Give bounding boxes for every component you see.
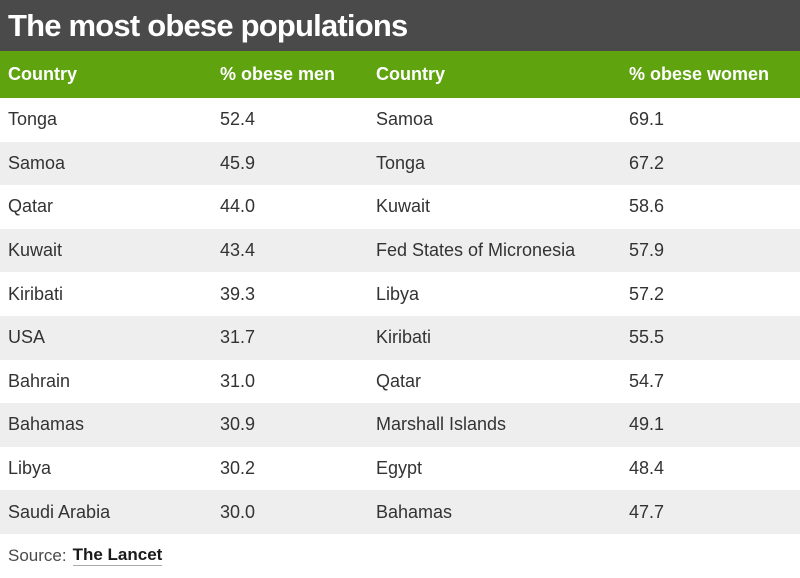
table-row: Bahamas 30.9 Marshall Islands 49.1 (0, 403, 800, 447)
source-line: Source: The Lancet (0, 534, 800, 578)
women-country-cell: Bahamas (376, 501, 453, 522)
chart-title: The most obese populations (0, 0, 800, 51)
men-country-cell: Saudi Arabia (8, 501, 111, 522)
source-link-the-lancet[interactable]: The Lancet (72, 545, 163, 567)
header-country-women: Country (376, 64, 445, 84)
women-value-cell: 57.9 (629, 240, 665, 261)
men-value-cell: 31.0 (220, 370, 256, 391)
women-value-cell: 47.7 (629, 501, 665, 522)
women-value-cell: 69.1 (629, 109, 665, 130)
table-body: Tonga 52.4 Samoa 69.1 Samoa 45.9 Tonga 67.2 Qata… (0, 98, 800, 534)
men-country-cell: Libya (8, 458, 52, 479)
table-row: Saudi Arabia 30.0 Bahamas 47.7 (0, 490, 800, 534)
men-value-cell: 30.0 (220, 501, 256, 522)
women-country-cell: Egypt (376, 458, 423, 479)
women-value-cell: 48.4 (629, 458, 665, 479)
table-row: Tonga 52.4 Samoa 69.1 (0, 98, 800, 142)
women-country-cell: Qatar (376, 370, 422, 391)
women-value-cell: 55.5 (629, 327, 665, 348)
women-country-cell: Fed States of Micronesia (376, 240, 576, 261)
men-value-cell: 44.0 (220, 196, 256, 217)
obesity-table: Country % obese men Country % obese wome… (0, 51, 800, 534)
men-value-cell: 30.2 (220, 458, 256, 479)
men-value-cell: 31.7 (220, 327, 256, 348)
women-value-cell: 57.2 (629, 283, 665, 304)
men-value-cell: 39.3 (220, 283, 256, 304)
women-value-cell: 54.7 (629, 370, 665, 391)
table-row: USA 31.7 Kiribati 55.5 (0, 315, 800, 360)
men-value-cell: 52.4 (220, 109, 256, 130)
table-row: Kuwait 43.4 Fed States of Micronesia 57.9 (0, 228, 800, 273)
table-row: Qatar 44.0 Kuwait 58.6 (0, 185, 800, 229)
women-value-cell: 49.1 (629, 414, 665, 435)
women-country-cell: Samoa (376, 109, 434, 130)
men-country-cell: Bahrain (8, 370, 71, 391)
women-country-cell: Kuwait (376, 196, 431, 217)
header-obese-men: % obese men (220, 64, 336, 84)
table-header-row: Country % obese men Country % obese wome… (0, 51, 800, 98)
men-country-cell: Qatar (8, 196, 54, 217)
men-country-cell: Kiribati (8, 283, 64, 304)
source-label: Source: (8, 545, 67, 565)
men-country-cell: Bahamas (8, 414, 85, 435)
women-country-cell: Libya (376, 283, 420, 304)
women-value-cell: 67.2 (629, 152, 665, 173)
men-value-cell: 43.4 (220, 240, 256, 261)
women-country-cell: Marshall Islands (376, 414, 507, 435)
table-row: Kiribati 39.3 Libya 57.2 (0, 272, 800, 316)
women-country-cell: Tonga (376, 152, 426, 173)
men-country-cell: Samoa (8, 152, 66, 173)
men-value-cell: 30.9 (220, 414, 256, 435)
table-row: Samoa 45.9 Tonga 67.2 (0, 141, 800, 186)
men-country-cell: USA (8, 327, 46, 348)
women-country-cell: Kiribati (376, 327, 432, 348)
header-country-men: Country (8, 64, 77, 84)
men-country-cell: Tonga (8, 109, 58, 130)
women-value-cell: 58.6 (629, 196, 665, 217)
header-obese-women: % obese women (629, 64, 770, 84)
men-country-cell: Kuwait (8, 240, 63, 261)
table-row: Libya 30.2 Egypt 48.4 (0, 446, 800, 491)
men-value-cell: 45.9 (220, 152, 256, 173)
table-row: Bahrain 31.0 Qatar 54.7 (0, 359, 800, 404)
